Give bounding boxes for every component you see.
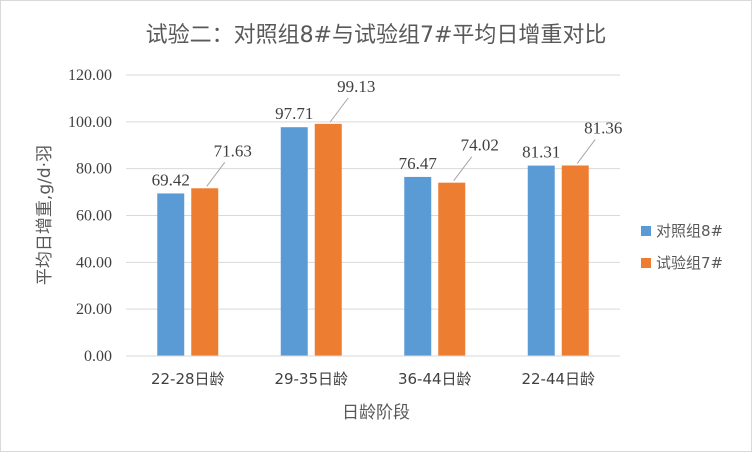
y-axis-title: 平均日增重,g/d·羽: [35, 145, 55, 285]
data-label-leader: [206, 161, 226, 187]
data-labels: 69.42 71.63 97.71 99.13 76.47 74.02 81.31 81.36: [152, 77, 623, 190]
bar-trial: [191, 188, 219, 356]
y-tick-label: 40.00: [76, 254, 112, 271]
legend-swatch: [641, 226, 651, 236]
x-category-label: 22-28日龄: [151, 370, 225, 388]
data-label: 81.36: [584, 118, 622, 137]
chart-title: 试验二：对照组8#与试验组7#平均日增重对比: [146, 23, 607, 48]
data-label-leader: [453, 156, 473, 181]
data-label: 71.63: [214, 141, 252, 160]
x-axis-title: 日龄阶段: [342, 403, 410, 423]
x-category-label: 29-35日龄: [274, 370, 348, 388]
data-label-leaders: [206, 97, 596, 187]
y-tick-label: 0.00: [84, 348, 112, 365]
legend: 对照组8# 试验组7#: [641, 222, 723, 272]
y-tick-label: 80.00: [76, 161, 112, 178]
data-label: 81.31: [522, 143, 560, 162]
data-label: 76.47: [399, 154, 438, 173]
data-label: 69.42: [152, 170, 190, 189]
data-label: 99.13: [337, 77, 375, 96]
x-axis-categories: 22-28日龄 29-35日龄 36-44日龄 22-44日龄: [151, 370, 595, 388]
x-category-label: 36-44日龄: [398, 370, 472, 388]
y-axis-ticks: 0.00 20.00 40.00 60.00 80.00 100.00 120.00: [68, 67, 112, 365]
y-tick-label: 20.00: [76, 301, 112, 318]
bar-trial: [561, 165, 589, 356]
bar-control: [280, 127, 308, 357]
y-tick-label: 100.00: [68, 114, 112, 131]
bar-trial: [438, 182, 466, 356]
bar-control: [527, 165, 555, 356]
legend-swatch: [641, 258, 651, 268]
y-tick-label: 60.00: [76, 208, 112, 225]
data-label: 97.71: [275, 104, 313, 123]
bars: [157, 123, 589, 357]
legend-label: 试验组7#: [656, 254, 723, 272]
bar-control: [157, 193, 185, 356]
y-tick-label: 120.00: [68, 67, 112, 84]
x-category-label: 22-44日龄: [521, 370, 595, 388]
data-label-leader: [576, 139, 596, 164]
bar-trial: [314, 123, 342, 357]
data-label-leader: [329, 97, 349, 123]
legend-label: 对照组8#: [656, 222, 723, 240]
data-label: 74.02: [461, 136, 499, 155]
bar-control: [404, 176, 432, 356]
